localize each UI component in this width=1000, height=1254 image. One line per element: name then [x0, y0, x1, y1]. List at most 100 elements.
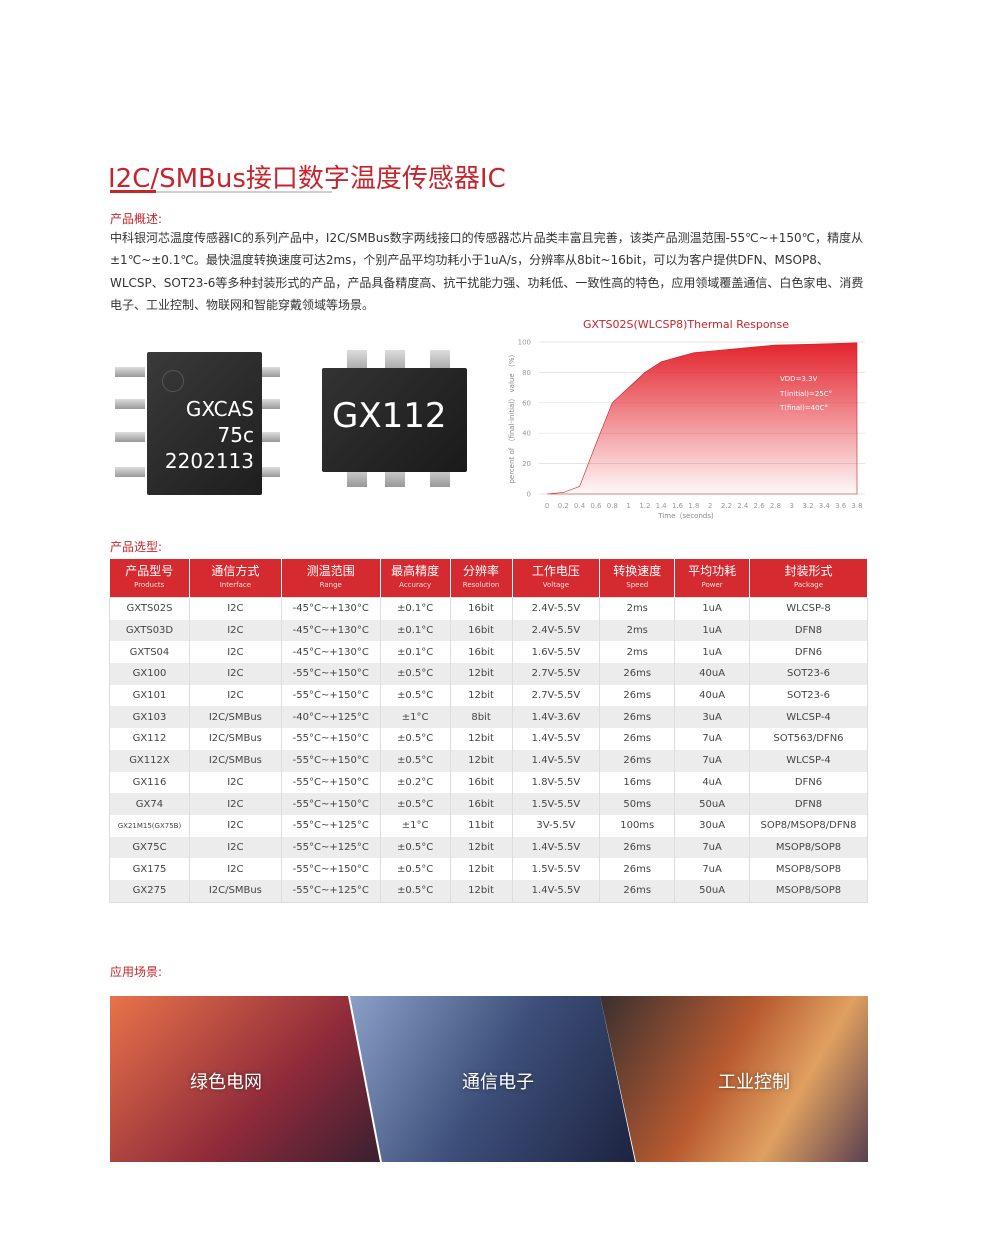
table-cell: 26ms — [599, 728, 676, 750]
table-cell: 100ms — [599, 814, 676, 837]
table-cell: -55°C~+150°C — [281, 728, 381, 750]
table-cell: 3V-5.5V — [512, 814, 601, 837]
table-cell: ±0.1°C — [380, 597, 451, 620]
table-cell: I2C — [189, 814, 282, 837]
table-cell: GX101 — [109, 684, 190, 707]
y-tick-label: 80 — [522, 369, 531, 377]
column-header: 工作电压 Voltage — [512, 559, 601, 598]
table-cell: -55°C~+150°C — [281, 771, 381, 794]
scene-industrial-control: 工业控制 — [600, 996, 868, 1162]
table-cell: WLCSP-4 — [749, 706, 868, 729]
column-header-en: Package — [793, 581, 823, 589]
x-tick-label: 2.2 — [721, 502, 732, 510]
table-cell: 1.4V-5.5V — [512, 749, 601, 772]
table-cell: -55°C~+150°C — [281, 793, 381, 815]
table-cell: DFN6 — [749, 641, 868, 664]
table-row: GX112 I2C/SMBus -55°C~+150°C ±0.5°C 12bit 1.4… — [109, 728, 868, 750]
table-cell: ±0.5°C — [380, 749, 451, 772]
chart-title: GXTS02S(WLCSP8)Thermal Response — [583, 318, 789, 331]
scene-telecom: 通信电子 — [350, 996, 635, 1162]
column-header-cn: 工作电压 — [531, 564, 580, 578]
table-row: GX175 I2C -55°C~+150°C ±0.5°C 12bit 1.5V-5.5V… — [109, 858, 868, 880]
table-cell: GXTS03D — [109, 619, 190, 642]
table-cell: DFN6 — [749, 771, 868, 794]
table-cell: 26ms — [599, 749, 676, 772]
column-header-cn: 封装形式 — [784, 564, 833, 578]
table-cell: I2C — [189, 771, 282, 794]
table-cell: 12bit — [450, 879, 513, 903]
table-cell: I2C — [189, 619, 282, 642]
table-cell: 12bit — [450, 858, 513, 880]
x-tick-label: 0.4 — [574, 502, 586, 510]
column-header-en: Resolution — [462, 581, 500, 589]
x-tick-label: 3.6 — [835, 502, 847, 510]
table-cell: 12bit — [450, 728, 513, 750]
table-cell: I2C — [189, 641, 282, 664]
table-cell: 26ms — [599, 684, 676, 707]
table-cell: 50uA — [674, 793, 750, 815]
table-cell: 40uA — [674, 684, 750, 707]
x-tick-label: 3.2 — [802, 502, 813, 510]
table-cell: ±1°C — [380, 814, 451, 837]
table-cell: -40°C~+125°C — [281, 706, 381, 729]
column-header-en: Accuracy — [399, 581, 432, 589]
table-cell: GXTS02S — [109, 597, 190, 620]
column-header: 转换速度 Speed — [599, 559, 676, 598]
table-cell: GX112 — [109, 728, 190, 750]
table-cell: 1.5V-5.5V — [512, 793, 601, 815]
table-cell: 1uA — [674, 641, 750, 664]
table-row: GXTS03D I2C -45°C~+130°C ±0.1°C 16bit 2.4V-5.… — [109, 619, 868, 642]
table-cell: -55°C~+150°C — [281, 663, 381, 685]
table-cell: 1.4V-5.5V — [512, 836, 601, 859]
column-header-cn: 分辨率 — [463, 564, 500, 578]
column-header: 封装形式 Package — [749, 559, 868, 598]
table-row: GXTS04 I2C -45°C~+130°C ±0.1°C 16bit 1.6V-5.5… — [109, 641, 868, 664]
table-cell: -45°C~+130°C — [281, 641, 381, 664]
table-cell: I2C — [189, 793, 282, 815]
table-cell: 7uA — [674, 836, 750, 859]
table-cell: -55°C~+150°C — [281, 858, 381, 880]
column-header: 最高精度 Accuracy — [380, 559, 451, 598]
column-header: 测温范围 Range — [281, 559, 381, 598]
x-tick-label: 3.4 — [819, 502, 831, 510]
table-cell: 1.8V-5.5V — [512, 771, 601, 794]
column-header-en: Range — [319, 581, 342, 589]
overview-heading: 产品概述: — [110, 212, 163, 226]
chart-annotation: T(initial)=25C° — [779, 390, 832, 398]
table-cell: I2C/SMBus — [189, 879, 282, 903]
x-tick-label: 3 — [790, 502, 794, 510]
table-row: GXTS02S I2C -45°C~+130°C ±0.1°C 16bit 2.4V-5.… — [109, 597, 868, 620]
table-cell: GX116 — [109, 771, 190, 794]
table-cell: 16bit — [450, 619, 513, 642]
table-cell: GX275 — [109, 879, 190, 903]
table-cell: GXTS04 — [109, 641, 190, 664]
table-cell: GX100 — [109, 663, 190, 685]
table-cell: 16bit — [450, 597, 513, 620]
column-header-cn: 最高精度 — [391, 564, 440, 578]
scene-label: 通信电子 — [462, 1072, 534, 1093]
y-tick-label: 40 — [522, 430, 531, 438]
table-cell: 16bit — [450, 771, 513, 794]
table-cell: I2C — [189, 858, 282, 880]
table-cell: -55°C~+125°C — [281, 836, 381, 859]
chip-image-msop8: GXCAS 75c 2202113 — [115, 352, 285, 497]
y-tick-label: 0 — [527, 491, 531, 499]
table-cell: 30uA — [674, 814, 750, 837]
title-underline-accent — [110, 190, 156, 193]
table-cell: 4uA — [674, 771, 750, 794]
table-cell: SOT563/DFN6 — [749, 728, 868, 750]
thermal-response-chart: 0 20 40 60 80 100 0 0.2 0.4 0.6 0.8 1 1.2 1.4 1.6 1.8 2 2… — [508, 318, 865, 520]
table-cell: 2ms — [599, 619, 676, 642]
column-header-cn: 测温范围 — [306, 564, 355, 578]
table-cell: -55°C~+125°C — [281, 814, 381, 837]
x-tick-label: 3.8 — [851, 502, 862, 510]
table-cell: GX21M15(GX75B) — [109, 814, 190, 837]
table-cell: 16bit — [450, 641, 513, 664]
table-cell: -45°C~+130°C — [281, 619, 381, 642]
table-cell: 2ms — [599, 597, 676, 620]
table-cell: 3uA — [674, 706, 750, 729]
table-cell: WLCSP-8 — [749, 597, 868, 620]
table-row: GX100 I2C -55°C~+150°C ±0.5°C 12bit 2.7V-5.5V… — [109, 663, 868, 685]
table-cell: I2C — [189, 597, 282, 620]
x-tick-label: 1.8 — [688, 502, 699, 510]
